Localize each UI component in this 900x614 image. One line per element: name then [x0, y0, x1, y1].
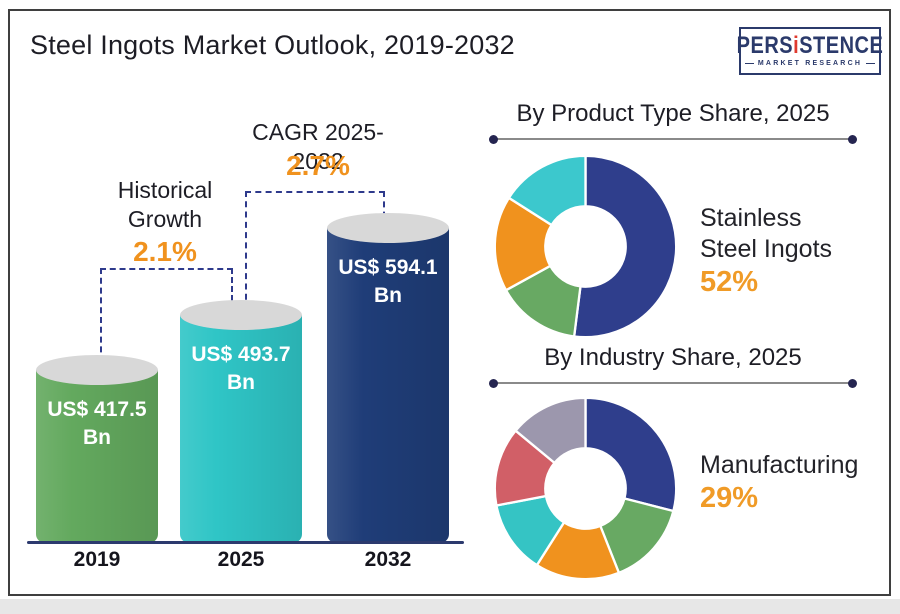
bar-2025-value-line2: Bn [227, 371, 255, 394]
bar-2032-cylinder-cap [327, 213, 449, 243]
bar-2025-shading [180, 315, 302, 543]
bar-2032-value-label: US$ 594.1 Bn [327, 254, 449, 310]
industry-highlight-label: Manufacturing 29% [700, 450, 858, 514]
logo-brand-end: STENCE [799, 32, 884, 59]
logo-subtitle: MARKET RESEARCH [745, 60, 875, 67]
historical-growth-title: Historical Growth [95, 176, 235, 234]
bar-2032-shading [327, 228, 449, 543]
divider-dot-right [848, 135, 857, 144]
bar-2019-cylinder-cap [36, 355, 158, 385]
product-type-divider [489, 135, 857, 144]
donut-segment-manufacturing [584, 396, 678, 513]
bar-2019-shading [36, 370, 158, 543]
industry-highlight-value: 29% [700, 482, 759, 514]
product-type-header: By Product Type Share, 2025 [516, 100, 830, 127]
industry-divider [489, 379, 857, 388]
industry-highlight-line1: Manufacturing [700, 451, 859, 479]
x-axis-line [27, 541, 464, 544]
x-tick-2025: 2025 [217, 548, 265, 571]
cagr-connector-left [245, 191, 247, 310]
cagr-connector-horizontal [245, 191, 385, 193]
industry-donut-chart [493, 396, 678, 581]
product-highlight-line2: Steel Ingots [700, 235, 833, 263]
bar-2032: US$ 594.1 Bn [327, 213, 449, 543]
logo-brand-text: PERSiSTENCE [737, 34, 884, 58]
product-highlight-value: 52% [700, 266, 759, 298]
product-type-donut-chart [493, 154, 678, 339]
bar-2019: US$ 417.5 Bn [36, 355, 158, 543]
industry-header: By Industry Share, 2025 [544, 344, 802, 371]
historical-connector-right [231, 268, 233, 310]
bar-2019-value-line2: Bn [83, 426, 111, 449]
divider-dot-left [489, 379, 498, 388]
bar-2025: US$ 493.7 Bn [180, 300, 302, 543]
bar-2025-value-label: US$ 493.7 Bn [180, 341, 302, 397]
donut-segment-unlabeled-teal [507, 154, 587, 227]
donut-segment-unlabeled-gray [513, 396, 587, 465]
divider-dot-right [848, 379, 857, 388]
bar-2032-value-line1: US$ 594.1 [338, 256, 438, 279]
bar-2019-value-label: US$ 417.5 Bn [36, 396, 158, 452]
product-highlight-line1: Stainless [700, 204, 802, 232]
product-type-highlight-label: Stainless Steel Ingots 52% [700, 203, 832, 298]
page-title: Steel Ingots Market Outlook, 2019-2032 [30, 30, 515, 60]
cagr-connector-right [383, 191, 385, 228]
bar-2032-value-line2: Bn [374, 284, 402, 307]
bar-2019-value-line1: US$ 417.5 [47, 398, 147, 421]
divider-dot-left [489, 135, 498, 144]
page-background-strip [0, 599, 900, 614]
historical-connector-horizontal [100, 268, 233, 270]
logo-brand-i: i [793, 32, 800, 59]
historical-growth-line1: Historical [117, 177, 213, 203]
bar-2025-cylinder-cap [180, 300, 302, 330]
donut-segment-stainless-steel-ingots [572, 154, 678, 339]
historical-growth-value: 2.1% [133, 236, 197, 267]
persistence-market-research-logo: PERSiSTENCE MARKET RESEARCH [737, 27, 884, 75]
historical-growth-line2: Growth [127, 206, 203, 232]
cagr-annotation-value: 2.7% [286, 150, 350, 181]
x-tick-2019: 2019 [73, 548, 121, 571]
historical-connector-left [100, 268, 102, 372]
logo-brand-start: PERS [736, 32, 794, 59]
cagr-annotation-title: CAGR 2025-2032 [252, 119, 384, 174]
bar-2025-value-line1: US$ 493.7 [191, 343, 291, 366]
x-tick-2032: 2032 [364, 548, 412, 571]
